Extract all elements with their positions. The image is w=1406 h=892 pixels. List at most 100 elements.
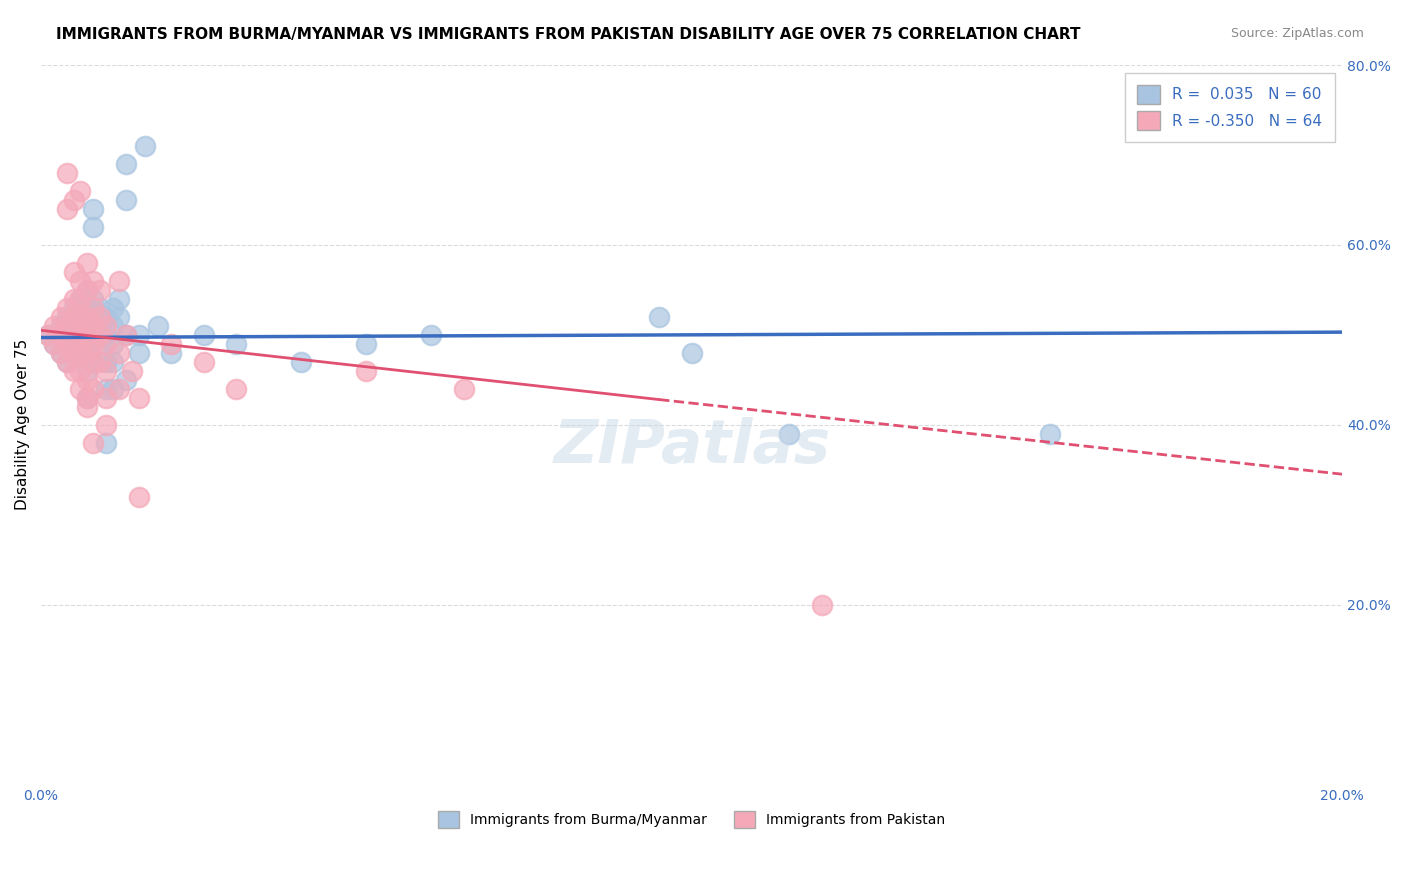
Point xyxy=(69,292,91,306)
Point xyxy=(128,327,150,342)
Point xyxy=(101,336,124,351)
Text: ZIPatlas: ZIPatlas xyxy=(553,417,831,475)
Point xyxy=(62,346,84,360)
Point xyxy=(56,336,79,351)
Point xyxy=(160,346,183,360)
Point xyxy=(193,355,215,369)
Point xyxy=(82,336,104,351)
Point xyxy=(96,435,118,450)
Point xyxy=(134,139,156,153)
Point xyxy=(76,346,98,360)
Point xyxy=(160,336,183,351)
Point xyxy=(128,346,150,360)
Point xyxy=(356,336,378,351)
Point xyxy=(82,202,104,216)
Point xyxy=(42,336,65,351)
Point xyxy=(82,327,104,342)
Point xyxy=(49,310,72,324)
Point xyxy=(76,336,98,351)
Y-axis label: Disability Age Over 75: Disability Age Over 75 xyxy=(15,339,30,510)
Point xyxy=(82,435,104,450)
Point xyxy=(76,400,98,414)
Point xyxy=(114,373,136,387)
Point xyxy=(69,327,91,342)
Point xyxy=(56,318,79,333)
Legend: Immigrants from Burma/Myanmar, Immigrants from Pakistan: Immigrants from Burma/Myanmar, Immigrant… xyxy=(430,805,952,835)
Point xyxy=(101,318,124,333)
Point xyxy=(82,301,104,315)
Point xyxy=(49,327,72,342)
Point xyxy=(148,318,170,333)
Point xyxy=(49,318,72,333)
Point xyxy=(96,310,118,324)
Point xyxy=(453,382,475,396)
Point xyxy=(128,391,150,405)
Point xyxy=(76,301,98,315)
Point xyxy=(62,292,84,306)
Point xyxy=(76,283,98,297)
Point xyxy=(69,327,91,342)
Point xyxy=(290,355,312,369)
Point xyxy=(82,219,104,234)
Point xyxy=(89,283,111,297)
Point xyxy=(42,336,65,351)
Point xyxy=(69,184,91,198)
Point xyxy=(69,346,91,360)
Point xyxy=(82,318,104,333)
Point xyxy=(76,391,98,405)
Point xyxy=(89,336,111,351)
Point xyxy=(89,310,111,324)
Point xyxy=(96,382,118,396)
Point xyxy=(76,310,98,324)
Point xyxy=(96,336,118,351)
Point xyxy=(42,318,65,333)
Point xyxy=(56,202,79,216)
Point xyxy=(101,382,124,396)
Point xyxy=(76,318,98,333)
Point xyxy=(37,327,59,342)
Point xyxy=(1038,426,1060,441)
Point xyxy=(69,310,91,324)
Point xyxy=(96,318,118,333)
Point xyxy=(62,346,84,360)
Point xyxy=(108,346,131,360)
Point xyxy=(76,391,98,405)
Point xyxy=(82,355,104,369)
Point xyxy=(56,327,79,342)
Point xyxy=(62,327,84,342)
Point xyxy=(82,318,104,333)
Point xyxy=(96,391,118,405)
Point xyxy=(37,327,59,342)
Point xyxy=(114,157,136,171)
Point xyxy=(114,193,136,207)
Point xyxy=(82,382,104,396)
Point xyxy=(225,336,247,351)
Point xyxy=(62,193,84,207)
Point xyxy=(96,327,118,342)
Point xyxy=(89,318,111,333)
Point xyxy=(193,327,215,342)
Point xyxy=(56,310,79,324)
Point xyxy=(681,346,703,360)
Point xyxy=(89,301,111,315)
Point xyxy=(101,355,124,369)
Point xyxy=(69,310,91,324)
Point xyxy=(128,490,150,504)
Point xyxy=(69,292,91,306)
Point xyxy=(82,355,104,369)
Point xyxy=(76,327,98,342)
Point xyxy=(62,301,84,315)
Text: IMMIGRANTS FROM BURMA/MYANMAR VS IMMIGRANTS FROM PAKISTAN DISABILITY AGE OVER 75: IMMIGRANTS FROM BURMA/MYANMAR VS IMMIGRA… xyxy=(56,27,1081,42)
Point xyxy=(62,318,84,333)
Point xyxy=(420,327,443,342)
Point xyxy=(225,382,247,396)
Point xyxy=(108,292,131,306)
Point xyxy=(56,355,79,369)
Point xyxy=(56,166,79,180)
Point xyxy=(648,310,671,324)
Point xyxy=(108,310,131,324)
Point xyxy=(69,364,91,378)
Point xyxy=(810,598,832,612)
Point xyxy=(56,355,79,369)
Point xyxy=(114,327,136,342)
